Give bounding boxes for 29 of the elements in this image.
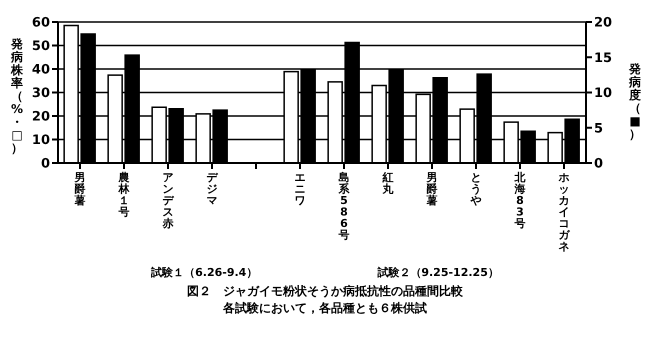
y-tick-label: 50 [32,39,50,54]
text: 図２ ジャガイモ粉状そうか病抵抗性の品種間比較 [186,283,464,300]
y-tick-label: 30 [32,86,50,102]
y2-tick-label: 20 [594,16,612,31]
y2-axis-title: 発病度（■） [628,62,642,141]
text: 試験２（9.25-12.25） [377,265,499,280]
x-tick-label: ホッカイコガネ [558,171,570,253]
x-tick-label: デジマ [206,171,218,207]
text: 試験１（6.26-9.4） [151,265,258,280]
x-tick-label: 農林１号 [118,171,130,218]
y2-tick-label: 5 [594,121,604,136]
text: 発病株率（%・□） [10,37,24,155]
x-tick-label: 北海83号 [514,171,526,230]
y2-tick-label: 0 [594,156,604,172]
x-tick-label: アンデス赤 [162,171,174,230]
x-tick-label: 男爵薯 [426,171,438,207]
x-tick-label: エニワ [294,171,306,207]
x-tick-label: 男爵薯 [74,171,86,207]
y-tick-label: 0 [40,156,50,172]
y2-tick-label: 15 [594,50,612,66]
x-tick-label: 島系586号 [338,171,350,242]
x-tick-label: とうや [470,171,482,207]
text: 各試験において，各品種とも６株供試 [222,300,428,317]
y2-tick-label: 10 [594,86,612,102]
y-tick-label: 10 [32,133,50,148]
x-tick-label: 紅丸 [382,171,394,196]
y-tick-label: 20 [32,110,50,125]
y-tick-label: 60 [32,16,50,31]
y-tick-label: 40 [32,62,50,78]
